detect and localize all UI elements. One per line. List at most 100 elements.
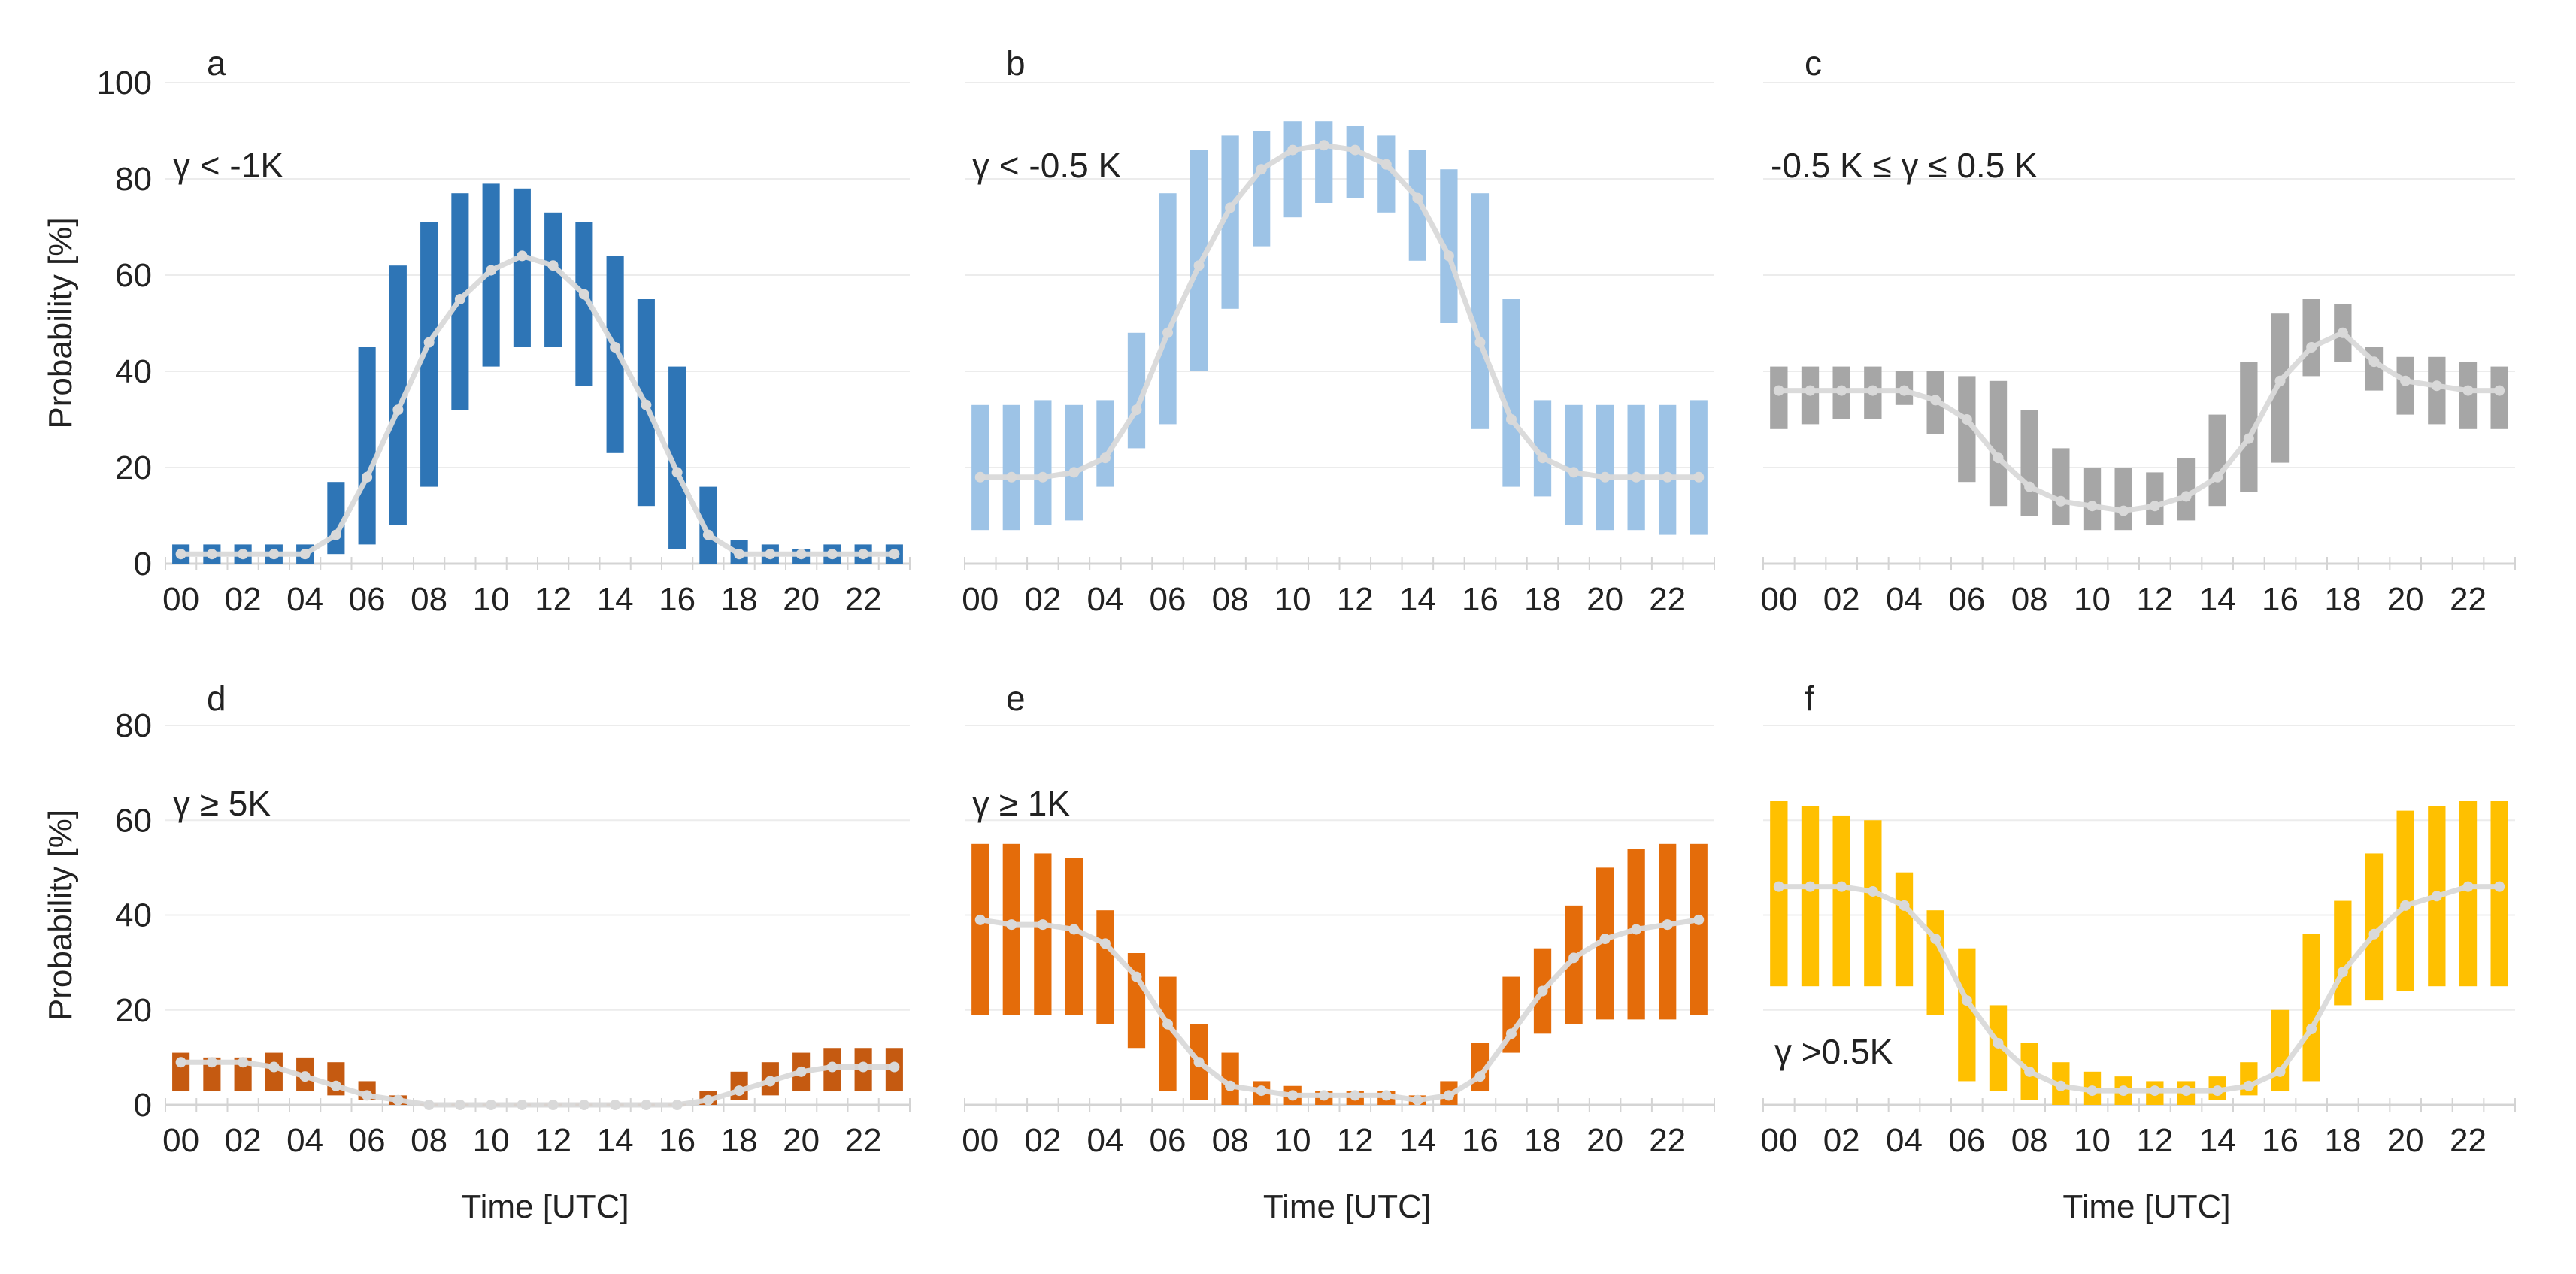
range-bar	[1034, 400, 1052, 525]
range-bar	[1440, 169, 1458, 323]
mean-point	[206, 549, 217, 560]
mean-point	[1318, 1090, 1329, 1101]
mean-point	[1099, 452, 1111, 464]
mean-point	[2149, 501, 2160, 512]
range-bar	[1565, 905, 1583, 1024]
x-axis-label: Time [UTC]	[1263, 1188, 1431, 1225]
x-tick-label: 22	[845, 581, 882, 618]
panel-f: 00 02 04 06 08 10 12 14 16 18 20 22 Time [UTC] f γ >0.…	[1760, 679, 2516, 1225]
mean-point	[1068, 924, 1080, 935]
panel-letter: b	[1006, 44, 1026, 83]
range-bar	[1659, 843, 1677, 1020]
mean-point	[2181, 491, 2192, 502]
mean-point	[2462, 881, 2474, 892]
x-tick-label: 18	[1524, 581, 1561, 618]
x-tick-label: 10	[2074, 581, 2111, 618]
x-tick-label: 22	[1649, 1122, 1686, 1159]
mean-point	[392, 1094, 404, 1106]
range-bar	[1690, 843, 1708, 1015]
range-bar	[1096, 400, 1114, 487]
panel-a: 00 02 04 06 08 10 12 14 16 18 20 22 0 20 40 60 80 100 Prob…	[42, 44, 911, 618]
mean-point	[2431, 380, 2442, 392]
range-bar	[1690, 400, 1708, 535]
mean-point	[1836, 385, 1847, 396]
mean-point	[1287, 144, 1299, 156]
mean-point	[362, 1090, 373, 1101]
range-bar	[1659, 404, 1677, 535]
mean-point	[238, 549, 249, 560]
x-tick-label: 16	[2262, 1122, 2299, 1159]
range-bar	[2490, 801, 2508, 987]
condition-label: γ < -1K	[173, 146, 283, 185]
y-tick-label: 20	[115, 992, 152, 1029]
mean-series-line	[180, 253, 895, 557]
x-tick-label: 14	[597, 581, 634, 618]
x-tick-label: 16	[659, 581, 696, 618]
panel-letter: d	[207, 679, 226, 718]
range-bar	[389, 265, 407, 525]
mean-point	[1568, 952, 1580, 964]
x-tick-label: 14	[1399, 581, 1436, 618]
range-bar	[1832, 815, 1850, 987]
x-tick-label: 08	[2011, 1122, 2048, 1159]
range-bar	[1770, 801, 1788, 987]
x-tick-label: 04	[1886, 581, 1923, 618]
range-bar	[2114, 468, 2132, 531]
mean-point	[1099, 938, 1111, 949]
x-tick-label: 08	[2011, 581, 2048, 618]
x-tick-label: 18	[721, 1122, 758, 1159]
x-tick-label: 18	[2324, 1122, 2361, 1159]
x-tick-label: 18	[2324, 581, 2361, 618]
condition-label: -0.5 K ≤ γ ≤ 0.5 K	[1771, 146, 2038, 185]
range-bar	[1958, 948, 1976, 1082]
range-bar	[1221, 1052, 1239, 1105]
x-tick-label: 00	[162, 1122, 199, 1159]
y-tick-label: 20	[115, 449, 152, 486]
range-bar	[699, 486, 717, 564]
x-tick-label: 06	[1948, 581, 1985, 618]
x-tick-label: 22	[1649, 581, 1686, 618]
x-tick-label: 02	[1823, 1122, 1860, 1159]
mean-point	[2024, 1066, 2035, 1077]
x-tick-label: 06	[1150, 581, 1186, 618]
range-bar	[1159, 976, 1177, 1091]
mean-point	[1899, 385, 1910, 396]
mean-point	[702, 1094, 714, 1106]
mean-point	[1773, 385, 1784, 396]
mean-point	[2055, 495, 2066, 507]
x-tick-label: 06	[349, 581, 386, 618]
x-tick-label: 06	[1948, 1122, 1985, 1159]
panel-e: 00 02 04 06 08 10 12 14 16 18 20 22 Time [UTC] e γ ≥ 1…	[962, 679, 1715, 1225]
mean-point	[423, 1100, 435, 1110]
mean-point	[2368, 928, 2380, 940]
mean-point	[2494, 385, 2505, 396]
mean-point	[1631, 471, 1642, 483]
mean-point	[547, 1100, 559, 1110]
mean-point	[1225, 202, 1236, 213]
mean-point	[1537, 985, 1548, 997]
y-axis-label: Probability [%]	[42, 217, 79, 428]
mean-point	[1225, 1080, 1236, 1091]
mean-point	[1350, 1090, 1361, 1101]
range-bar	[1065, 404, 1083, 521]
range-bar	[2271, 313, 2290, 463]
x-tick-label: 22	[2450, 1122, 2487, 1159]
range-bar	[1627, 404, 1645, 531]
mean-point	[454, 1100, 465, 1110]
x-tick-label: 04	[286, 581, 323, 618]
range-bar	[2208, 414, 2226, 507]
mean-point	[1693, 471, 1705, 483]
mean-point	[1474, 1071, 1486, 1082]
mean-point	[1505, 414, 1517, 425]
y-tick-label: 40	[115, 353, 152, 390]
x-tick-label: 02	[1024, 581, 1061, 618]
range-bar	[1096, 910, 1114, 1024]
mean-point	[547, 260, 559, 271]
x-tick-label: 10	[1274, 581, 1311, 618]
range-bar	[2146, 472, 2164, 525]
x-tick-label: 10	[473, 581, 510, 618]
x-tick-label: 14	[1399, 1122, 1436, 1159]
mean-point	[2087, 1085, 2098, 1097]
range-bar	[1596, 404, 1614, 531]
x-tick-label: 10	[2074, 1122, 2111, 1159]
